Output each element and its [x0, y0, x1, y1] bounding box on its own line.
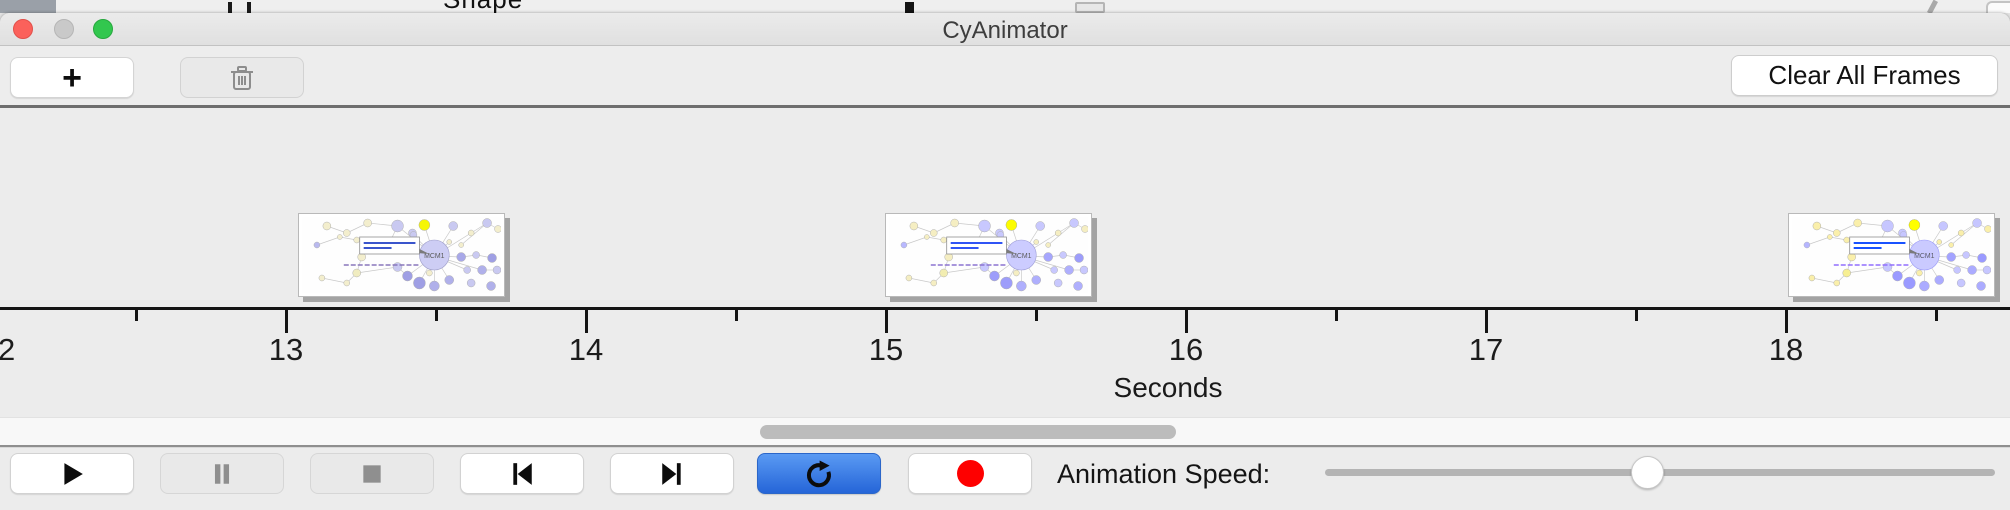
skip-to-start-button[interactable]: [460, 453, 584, 494]
background-fragment: [1986, 1, 2010, 13]
loop-button[interactable]: [757, 453, 881, 494]
skip-start-icon: [513, 462, 532, 485]
stop-icon: [363, 464, 381, 483]
record-icon: [956, 460, 984, 487]
background-fragment: [247, 2, 251, 13]
animation-speed-label: Animation Speed:: [1057, 459, 1271, 489]
background-shape-label: Shape: [443, 0, 523, 13]
pause-button[interactable]: [160, 453, 284, 494]
playback-bar: Animation Speed:: [0, 445, 2010, 506]
axis-minor-tick: [1035, 310, 1038, 321]
timeline-frame-thumbnail[interactable]: [885, 213, 1092, 297]
axis-tick-label: 15: [868, 332, 904, 367]
animation-speed-slider-thumb[interactable]: [1631, 456, 1664, 489]
axis-major-tick: [1485, 310, 1488, 333]
play-icon: [64, 462, 83, 485]
axis-unit-label: Seconds: [1113, 372, 1223, 403]
axis-major-tick: [585, 310, 588, 333]
stop-button[interactable]: [310, 453, 434, 494]
loop-icon: [806, 460, 831, 487]
delete-frame-button[interactable]: [180, 57, 304, 98]
timeline-axis: [0, 307, 2010, 310]
axis-minor-tick: [1335, 310, 1338, 321]
play-button[interactable]: [10, 453, 134, 494]
axis-tick-label: 18: [1768, 332, 1804, 367]
axis-tick-label: 12: [0, 332, 16, 367]
axis-minor-tick: [135, 310, 138, 321]
plus-icon: +: [62, 58, 82, 97]
clear-all-frames-label: Clear All Frames: [1768, 60, 1961, 90]
skip-end-icon: [662, 462, 681, 485]
axis-major-tick: [1785, 310, 1788, 333]
axis-major-tick: [285, 310, 288, 333]
background-fragment: [1927, 0, 1938, 13]
title-bar: CyAnimator: [0, 13, 2010, 46]
timeline-frame-thumbnail[interactable]: [298, 213, 505, 297]
timeline-scrollbar[interactable]: [0, 417, 2010, 445]
close-button[interactable]: [13, 19, 33, 39]
cyanimator-window: CyAnimator + Clear All Frames: [0, 13, 2010, 510]
timeline-frame-thumbnail[interactable]: [1788, 213, 1995, 297]
axis-minor-tick: [735, 310, 738, 321]
axis-major-tick: [885, 310, 888, 333]
axis-major-tick: [1185, 310, 1188, 333]
skip-to-end-button[interactable]: [610, 453, 734, 494]
background-fragment: [905, 2, 914, 13]
timeline-panel[interactable]: 12 13 14 15 16 17 18 Seconds: [0, 108, 2010, 417]
scrollbar-thumb[interactable]: [760, 425, 1176, 439]
background-window-strip: Shape: [0, 0, 2010, 13]
frame-toolbar: + Clear All Frames: [0, 46, 2010, 108]
pause-icon: [214, 463, 230, 484]
add-frame-button[interactable]: +: [10, 57, 134, 98]
minimize-button[interactable]: [54, 19, 74, 39]
axis-tick-label: 14: [568, 332, 604, 367]
axis-minor-tick: [1635, 310, 1638, 321]
axis-minor-tick: [1935, 310, 1938, 321]
background-fragment: [0, 0, 56, 13]
axis-tick-label: 13: [268, 332, 304, 367]
clear-all-frames-button[interactable]: Clear All Frames: [1731, 55, 1998, 96]
axis-minor-tick: [435, 310, 438, 321]
zoom-button[interactable]: [93, 19, 113, 39]
record-button[interactable]: [908, 453, 1032, 494]
background-fragment: [1075, 2, 1105, 13]
axis-tick-label: 17: [1468, 332, 1504, 367]
axis-tick-label: 16: [1168, 332, 1204, 367]
window-title: CyAnimator: [942, 17, 1068, 44]
background-fragment: [228, 2, 232, 13]
trash-icon: [231, 65, 253, 90]
